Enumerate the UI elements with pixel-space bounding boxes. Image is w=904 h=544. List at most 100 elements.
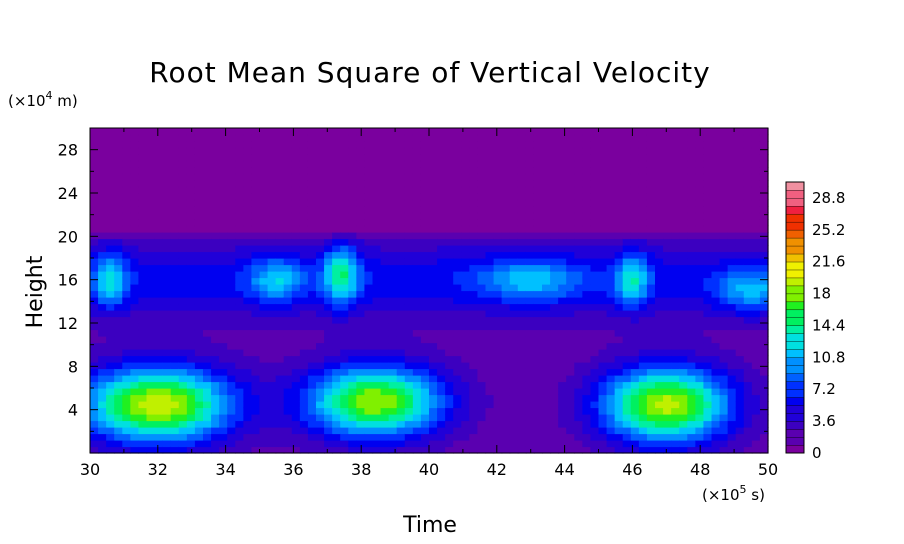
heatmap-cell: [404, 193, 414, 201]
heatmap-cell: [178, 375, 188, 383]
heatmap-cell: [461, 427, 470, 435]
heatmap-cell: [655, 232, 664, 240]
colorbar-tick-label: 14.4: [812, 316, 845, 334]
heatmap-cell: [485, 303, 495, 311]
heatmap-cell: [469, 173, 479, 181]
heatmap-cell: [243, 342, 253, 350]
heatmap-cell: [162, 245, 172, 253]
heatmap-cell: [356, 368, 366, 376]
heatmap-cell: [90, 245, 99, 253]
heatmap-cell: [162, 284, 172, 292]
heatmap-cell: [372, 238, 382, 246]
heatmap-cell: [509, 219, 519, 227]
heatmap-cell: [743, 251, 753, 259]
heatmap-cell: [663, 238, 672, 246]
heatmap-cell: [574, 401, 583, 409]
heatmap-cell: [453, 290, 462, 298]
heatmap-cell: [356, 284, 366, 292]
heatmap-cell: [307, 310, 317, 318]
heatmap-cell: [485, 440, 495, 448]
heatmap-cell: [130, 355, 140, 363]
heatmap-cell: [404, 316, 414, 324]
heatmap-cell: [227, 251, 236, 259]
heatmap-cell: [525, 342, 535, 350]
heatmap-cell: [267, 238, 277, 246]
heatmap-cell: [655, 284, 664, 292]
heatmap-cell: [364, 141, 374, 149]
heatmap-cell: [396, 388, 406, 396]
heatmap-cell: [574, 368, 583, 376]
heatmap-cell: [743, 310, 753, 318]
heatmap-cell: [396, 128, 406, 136]
heatmap-cell: [90, 375, 99, 383]
heatmap-cell: [396, 251, 406, 259]
heatmap-cell: [356, 414, 366, 422]
heatmap-cell: [743, 446, 753, 454]
heatmap-cell: [211, 225, 220, 233]
heatmap-cell: [267, 362, 277, 370]
heatmap-cell: [630, 401, 640, 409]
heatmap-cell: [461, 212, 470, 220]
heatmap-cell: [671, 277, 680, 285]
heatmap-cell: [711, 167, 721, 175]
heatmap-cell: [396, 394, 406, 402]
heatmap-cell: [106, 271, 115, 279]
heatmap-cell: [388, 284, 398, 292]
heatmap-cell: [517, 193, 527, 201]
heatmap-cell: [671, 433, 680, 441]
heatmap-cell: [235, 290, 244, 298]
heatmap-cell: [759, 303, 769, 311]
heatmap-cell: [630, 238, 640, 246]
heatmap-cell: [259, 433, 269, 441]
heatmap-cell: [219, 342, 228, 350]
heatmap-cell: [622, 446, 632, 454]
heatmap-cell: [291, 238, 301, 246]
heatmap-cell: [695, 251, 705, 259]
heatmap-cell: [485, 433, 495, 441]
heatmap-cell: [340, 206, 349, 214]
heatmap-cell: [388, 264, 398, 272]
heatmap-cell: [663, 446, 672, 454]
x-tick-label: 34: [215, 460, 235, 479]
heatmap-cell: [356, 173, 366, 181]
heatmap-cell: [743, 186, 753, 194]
heatmap-cell: [743, 368, 753, 376]
heatmap-cell: [396, 245, 406, 253]
heatmap-cell: [735, 277, 745, 285]
heatmap-cell: [509, 199, 519, 207]
heatmap-cell: [146, 219, 156, 227]
heatmap-cell: [259, 427, 269, 435]
heatmap-cell: [170, 284, 180, 292]
heatmap-cell: [655, 355, 664, 363]
heatmap-cell: [356, 147, 366, 155]
heatmap-cell: [251, 420, 261, 428]
heatmap-cell: [622, 173, 632, 181]
heatmap-cell: [154, 180, 164, 188]
heatmap-cell: [154, 303, 164, 311]
heatmap-cell: [372, 303, 382, 311]
heatmap-cell: [469, 212, 479, 220]
heatmap-cell: [663, 180, 672, 188]
heatmap-cell: [550, 349, 559, 357]
heatmap-cell: [614, 206, 624, 214]
heatmap-cell: [138, 212, 148, 220]
heatmap-cell: [550, 420, 559, 428]
heatmap-cell: [445, 258, 454, 266]
heatmap-cell: [751, 329, 761, 337]
heatmap-cell: [114, 128, 123, 136]
heatmap-cell: [324, 388, 333, 396]
heatmap-cell: [493, 141, 503, 149]
heatmap-cell: [622, 141, 632, 149]
heatmap-cell: [606, 381, 616, 389]
heatmap-cell: [445, 388, 454, 396]
heatmap-cell: [558, 401, 567, 409]
heatmap-cell: [380, 290, 390, 298]
heatmap-cell: [307, 420, 317, 428]
heatmap-cell: [251, 134, 261, 142]
heatmap-cell: [388, 134, 398, 142]
heatmap-cell: [646, 381, 656, 389]
heatmap-cell: [477, 206, 487, 214]
heatmap-cell: [356, 407, 366, 415]
heatmap-cell: [251, 271, 261, 279]
heatmap-cell: [420, 206, 430, 214]
